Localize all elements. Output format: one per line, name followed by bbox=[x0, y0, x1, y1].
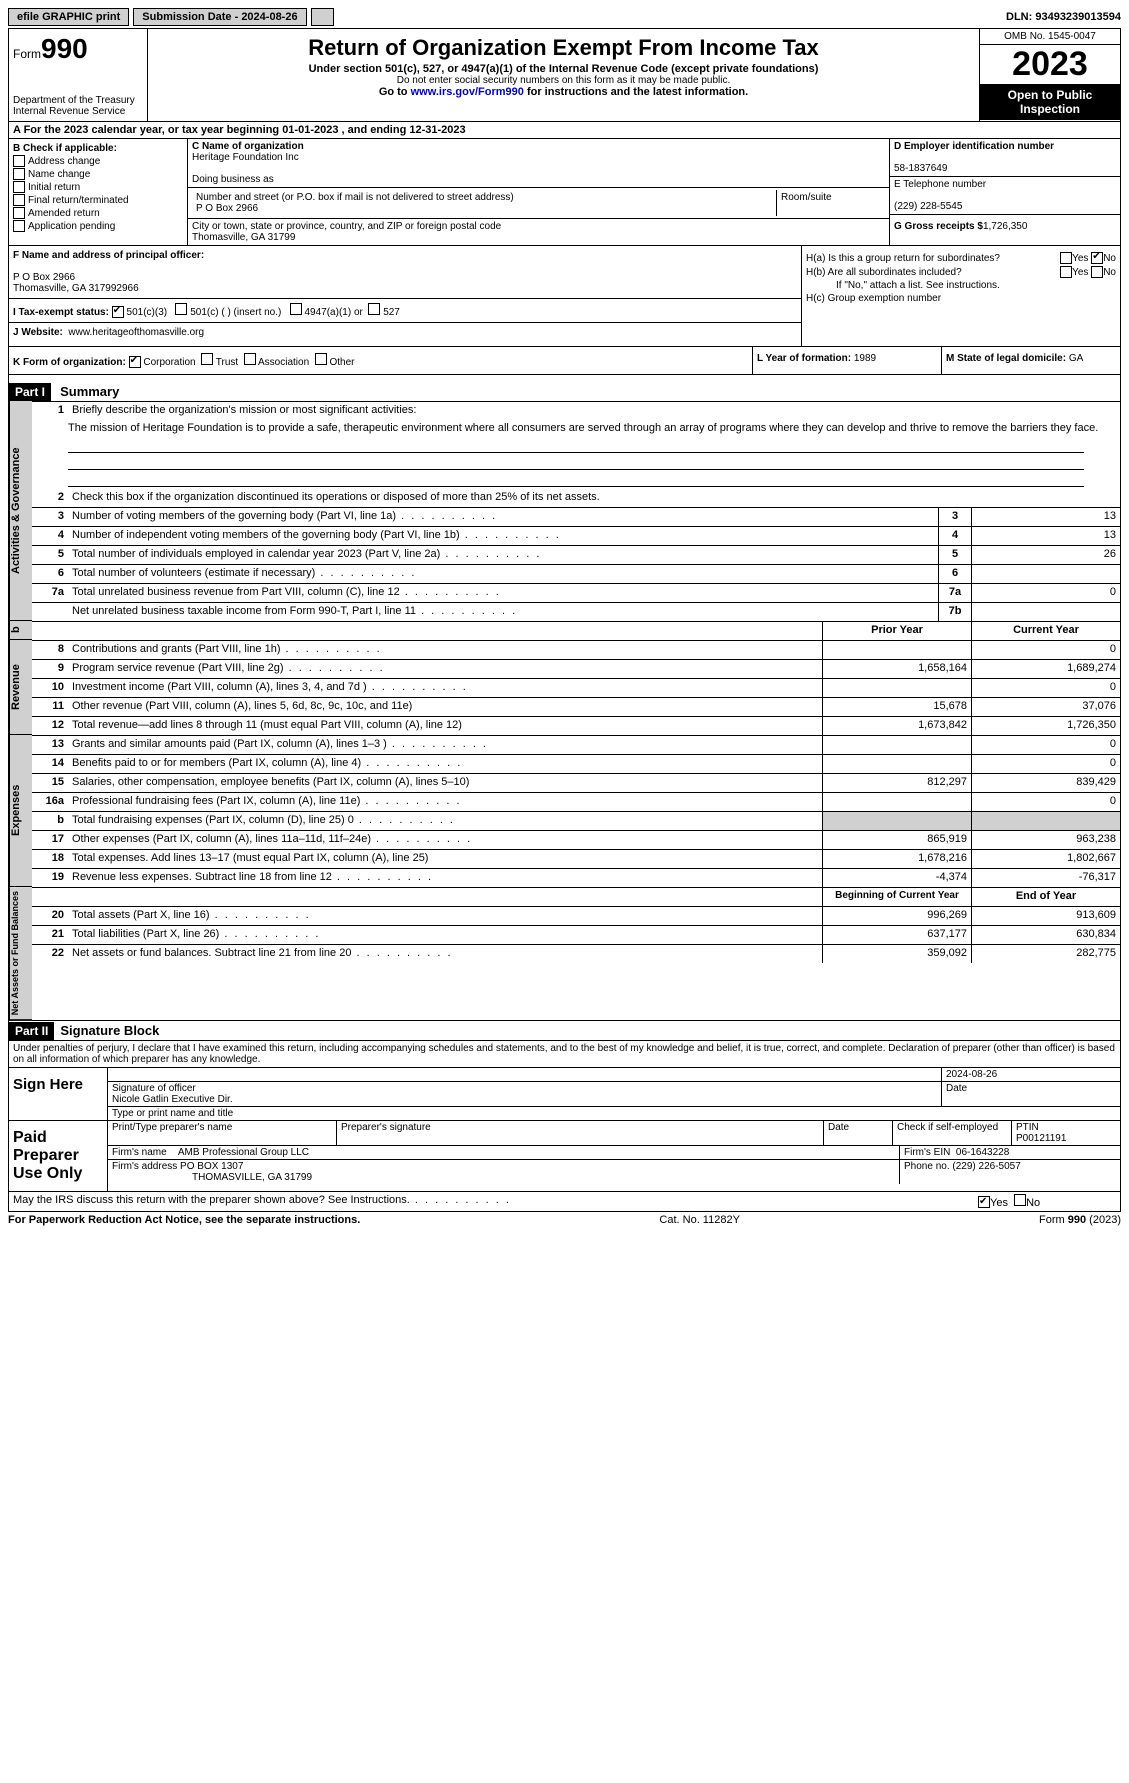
501c3-checkbox[interactable] bbox=[112, 306, 124, 318]
form-id-box: Form990 Department of the Treasury Inter… bbox=[9, 29, 148, 121]
row-a-tax-year: A For the 2023 calendar year, or tax yea… bbox=[9, 122, 1120, 139]
part2-title: Signature Block bbox=[54, 1021, 165, 1040]
address-cell: Number and street (or P.O. box if mail i… bbox=[188, 188, 889, 219]
footer-left: For Paperwork Reduction Act Notice, see … bbox=[8, 1214, 360, 1226]
paid-preparer-label: Paid Preparer Use Only bbox=[9, 1121, 107, 1191]
blank-btn bbox=[311, 8, 334, 26]
org-name-cell: C Name of organization Heritage Foundati… bbox=[188, 139, 889, 188]
box-b: B Check if applicable: Address change Na… bbox=[9, 139, 188, 245]
tab-netassets: Net Assets or Fund Balances bbox=[9, 887, 32, 1020]
declaration-text: Under penalties of perjury, I declare th… bbox=[9, 1040, 1120, 1067]
state-domicile: M State of legal domicile: GA bbox=[942, 347, 1120, 374]
part1-header: Part I bbox=[9, 383, 51, 401]
form-org-row: K Form of organization: Corporation Trus… bbox=[9, 347, 753, 374]
mission-text: The mission of Heritage Foundation is to… bbox=[32, 420, 1120, 436]
efile-button[interactable]: efile GRAPHIC print bbox=[8, 8, 129, 26]
year-formation: L Year of formation: 1989 bbox=[753, 347, 942, 374]
part2-header: Part II bbox=[9, 1022, 54, 1040]
dln: DLN: 93493239013594 bbox=[1006, 11, 1121, 23]
phone-cell: E Telephone number(229) 228-5545 bbox=[890, 177, 1120, 215]
group-return-box: H(a) Is this a group return for subordin… bbox=[802, 246, 1120, 346]
gross-cell: G Gross receipts $1,726,350 bbox=[890, 215, 1120, 238]
ein-cell: D Employer identification number58-18376… bbox=[890, 139, 1120, 177]
sign-here-label: Sign Here bbox=[9, 1068, 107, 1120]
city-cell: City or town, state or province, country… bbox=[188, 219, 889, 245]
year-box: OMB No. 1545-0047 2023 Open to Public In… bbox=[979, 29, 1120, 121]
officer-box: F Name and address of principal officer:… bbox=[9, 246, 802, 346]
part1-title: Summary bbox=[54, 382, 125, 401]
tab-expenses: Expenses bbox=[9, 735, 32, 887]
tab-activities: Activities & Governance bbox=[9, 401, 32, 621]
form-title-box: Return of Organization Exempt From Incom… bbox=[148, 29, 979, 121]
form-title: Return of Organization Exempt From Incom… bbox=[152, 35, 975, 61]
footer-right: Form 990 (2023) bbox=[1039, 1214, 1121, 1226]
may-discuss-row: May the IRS discuss this return with the… bbox=[9, 1191, 1120, 1211]
submission-date: Submission Date - 2024-08-26 bbox=[133, 8, 306, 26]
irs-link[interactable]: www.irs.gov/Form990 bbox=[411, 86, 524, 98]
footer-mid: Cat. No. 11282Y bbox=[659, 1214, 740, 1226]
tab-revenue: Revenue bbox=[9, 640, 32, 735]
